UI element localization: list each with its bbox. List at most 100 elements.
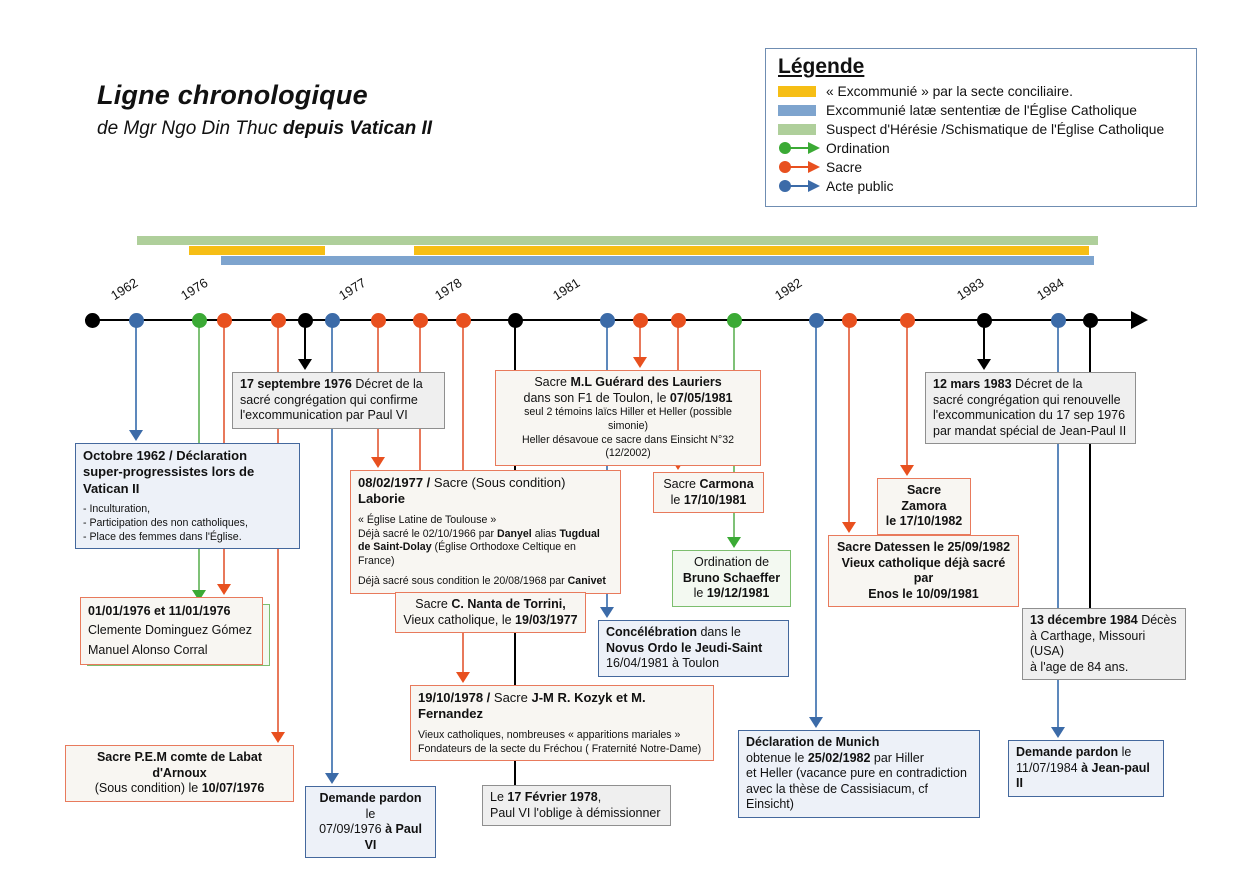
box-nanta: Sacre C. Nanta de Torrini, Vieux catholiq…: [395, 592, 586, 633]
event-text-segment: Sacre P.E.M comte de Labat d'Arnoux: [96, 750, 263, 780]
event-box-line: l'excommunication du 17 sep 1976: [933, 408, 1128, 424]
event-text-segment: 19/12/1981: [706, 586, 770, 600]
timeline-dot-sacre: [370, 312, 386, 328]
timeline-dot-black: [1082, 312, 1098, 328]
event-box-line: - Inculturation,: [83, 503, 292, 517]
status-bar-latae-sententiae: [221, 256, 1094, 265]
sacre-arrow-icon: [778, 160, 820, 174]
event-box-line: - Participation des non catholiques,: [83, 517, 292, 531]
event-box-line: Demande pardon le: [313, 791, 428, 822]
event-arrowhead-sacre: [371, 457, 385, 468]
event-text-segment: Canivet: [567, 574, 606, 587]
event-box-line: Le 17 Février 1978,: [490, 790, 663, 806]
event-text-segment: Demande pardon: [319, 791, 422, 805]
event-text-segment: par Hiller: [870, 750, 924, 765]
event-arrowhead-acte: [129, 430, 143, 441]
box-zamora: Sacre Zamora le 17/10/1982: [877, 478, 971, 535]
event-text-segment: Demande pardon: [1016, 745, 1119, 759]
timeline-dot-black: [976, 312, 992, 328]
event-text-segment: Vieux catholique, le: [403, 612, 516, 627]
event-text-segment: Ordination de: [693, 555, 770, 569]
status-bar-secte-conciliaire-1: [189, 246, 325, 255]
event-text-segment: Octobre 1962 / Déclaration: [83, 448, 248, 463]
event-text-segment: dans le: [697, 625, 741, 639]
event-line-acte: [135, 320, 137, 431]
event-text-segment: à l'age de 84 ans.: [1030, 659, 1129, 674]
event-line-sacre: [419, 320, 421, 580]
legend-label: Acte public: [826, 178, 894, 194]
event-text-segment: à Carthage, Missouri (USA): [1030, 628, 1146, 659]
event-box-line: 19/10/1978 / Sacre J-M R. Kozyk et M. Fe…: [418, 690, 706, 723]
event-text-segment: Sacre: [663, 477, 700, 491]
event-text-segment: le: [365, 806, 376, 821]
box-decret-1976: 17 septembre 1976 Décret de la sacré cong…: [232, 372, 445, 429]
box-munich: Déclaration de Munich obtenue le 25/02/19…: [738, 730, 980, 818]
event-text-segment: C. Nanta de Torrini,: [451, 597, 566, 611]
box-schaeffer: Ordination de Bruno Schaeffer le 19/12/198…: [672, 550, 791, 607]
event-text-segment: Concélébration: [606, 625, 697, 639]
event-text-segment: Sacre Datessen le 25/09/1982: [836, 540, 1011, 554]
event-box-line: Fondateurs de la secte du Fréchou ( Frat…: [418, 743, 706, 757]
event-arrowhead-acte: [1051, 727, 1065, 738]
event-text-segment: J-M R. Kozyk et M. Fernandez: [418, 690, 646, 722]
event-box-line: 13 décembre 1984 Décès: [1030, 613, 1178, 629]
event-text-segment: 07/05/1981: [669, 390, 733, 405]
event-line-black: [1089, 320, 1091, 610]
year-label-1981: 1981: [550, 274, 583, 303]
event-text-segment: Déjà sacré sous condition le 20/08/1968 …: [358, 574, 568, 587]
event-box-line: sacré congrégation qui confirme: [240, 393, 437, 409]
event-text-segment: 17 Février 1978: [507, 790, 598, 804]
timeline-dot-sacre: [841, 312, 857, 328]
event-box-line: Novus Ordo le Jeudi-Saint: [606, 641, 781, 657]
event-arrowhead-ordination: [727, 537, 741, 548]
event-box-line: « Église Latine de Toulouse »: [358, 514, 613, 528]
event-arrowhead-acte: [600, 607, 614, 618]
legend-item-secte-conciliaire: « Excommunié » par la secte conciliaire.: [778, 82, 1184, 100]
year-label-1976: 1976: [178, 274, 211, 303]
timeline-dot-ordination: [191, 312, 207, 328]
event-box-line: dans son F1 de Toulon, le 07/05/1981: [503, 391, 753, 407]
event-box-line: 01/01/1976 et 11/01/1976: [88, 602, 255, 621]
page-title: Ligne chronologique: [97, 80, 368, 110]
legend-item-ordination: Ordination: [778, 139, 1184, 157]
legend-label: Sacre: [826, 159, 863, 175]
event-box-line: 08/02/1977 / Sacre (Sous condition) Labo…: [358, 475, 613, 508]
year-label-1984: 1984: [1034, 274, 1067, 303]
event-text-segment: (Église Orthodoxe Celtique en France): [358, 541, 576, 568]
timeline-dot-black: [297, 312, 313, 328]
event-box-line: Sacre Datessen le 25/09/1982: [836, 540, 1011, 556]
event-box-line: Enos le 10/09/1981: [836, 587, 1011, 603]
box-datessen: Sacre Datessen le 25/09/1982 Vieux cathol…: [828, 535, 1019, 607]
event-box-line: à Carthage, Missouri (USA): [1030, 629, 1178, 660]
event-box-line: Concélébration dans le: [606, 625, 781, 641]
event-text-segment: alias: [531, 527, 560, 540]
event-arrowhead-sacre: [217, 584, 231, 595]
acte-public-arrow-icon: [778, 179, 820, 193]
event-arrowhead-ordination: [192, 590, 206, 601]
event-line-sacre: [639, 320, 641, 358]
event-line-acte: [815, 320, 817, 718]
event-text-segment: Sacre Zamora: [901, 483, 947, 513]
event-text-segment: - Inculturation,: [83, 503, 151, 516]
legend-item-suspect-heresie: Suspect d'Hérésie /Schismatique de l'Égl…: [778, 120, 1184, 138]
event-text-segment: 19/10/1978 /: [418, 690, 494, 705]
event-box-line: Demande pardon le: [1016, 745, 1156, 761]
box-jan-1976: 01/01/1976 et 11/01/1976 Clemente Domingu…: [80, 597, 263, 666]
event-arrowhead-acte: [809, 717, 823, 728]
event-box-line: l'excommunication par Paul VI: [240, 408, 437, 424]
legend-chip-latae-sententiae: [778, 104, 816, 116]
year-label-1983: 1983: [954, 274, 987, 303]
timeline-dot-sacre: [216, 312, 232, 328]
event-line-sacre: [848, 320, 850, 523]
event-box-line: obtenue le 25/02/1982 par Hiller: [746, 751, 972, 767]
event-text-segment: à Paul VI: [364, 822, 422, 852]
box-decret-1983: 12 mars 1983 Décret de la sacré congrégat…: [925, 372, 1136, 444]
timeline-dot-black: [507, 312, 523, 328]
box-laborie: 08/02/1977 / Sacre (Sous condition) Labo…: [350, 470, 621, 594]
event-text-segment: obtenue le: [746, 750, 808, 765]
subtitle-bold: depuis Vatican II: [282, 118, 433, 139]
event-box-line: le 17/10/1982: [885, 514, 963, 530]
timeline-dot-ordination: [726, 312, 742, 328]
title-block: Ligne chronologique de Mgr Ngo Din Thuc …: [97, 80, 432, 140]
event-text-segment: Sacre: [415, 597, 452, 611]
